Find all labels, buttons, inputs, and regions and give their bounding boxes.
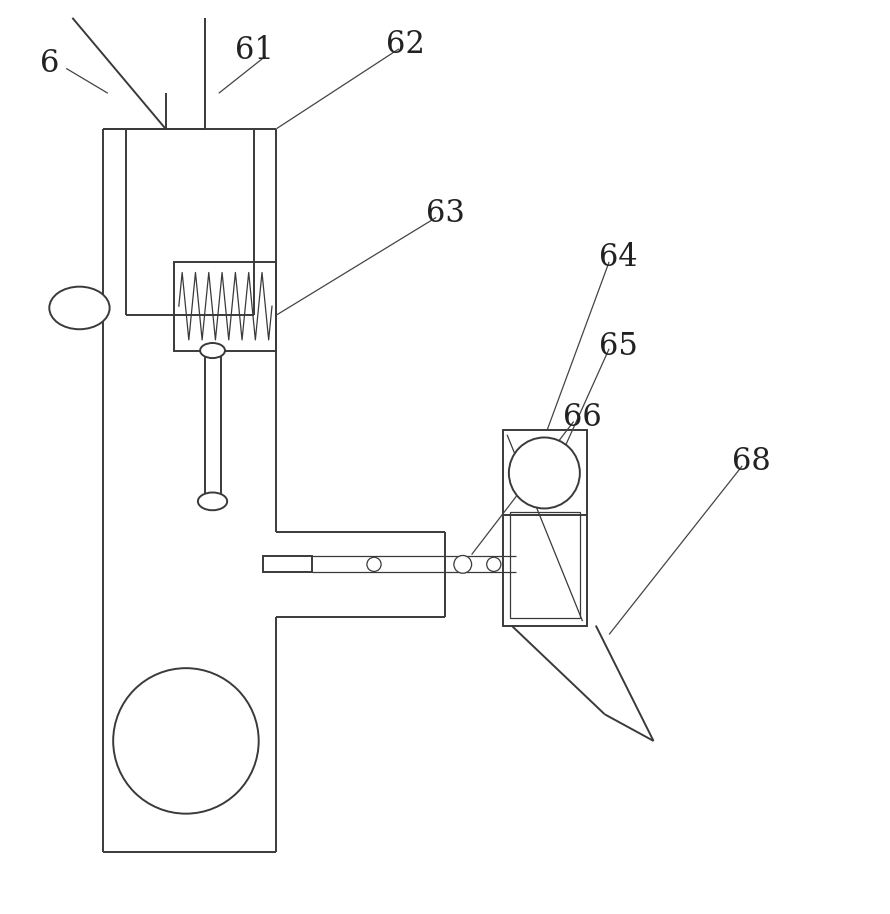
Circle shape [367, 558, 381, 571]
Text: 6: 6 [41, 48, 60, 79]
Ellipse shape [49, 287, 109, 329]
Bar [263, 557, 312, 572]
Text: 62: 62 [385, 29, 425, 60]
Circle shape [487, 558, 501, 571]
Text: 68: 68 [732, 446, 771, 477]
Bar [503, 430, 587, 625]
Ellipse shape [198, 493, 227, 510]
Bar [174, 261, 277, 351]
Text: 64: 64 [599, 242, 637, 273]
Ellipse shape [200, 343, 225, 358]
Circle shape [454, 556, 472, 573]
Bar [510, 512, 580, 619]
Text: 63: 63 [425, 197, 465, 228]
Circle shape [509, 438, 580, 508]
Text: 61: 61 [235, 35, 274, 66]
Text: 66: 66 [563, 401, 602, 432]
Circle shape [113, 668, 259, 813]
Text: 65: 65 [599, 331, 637, 362]
